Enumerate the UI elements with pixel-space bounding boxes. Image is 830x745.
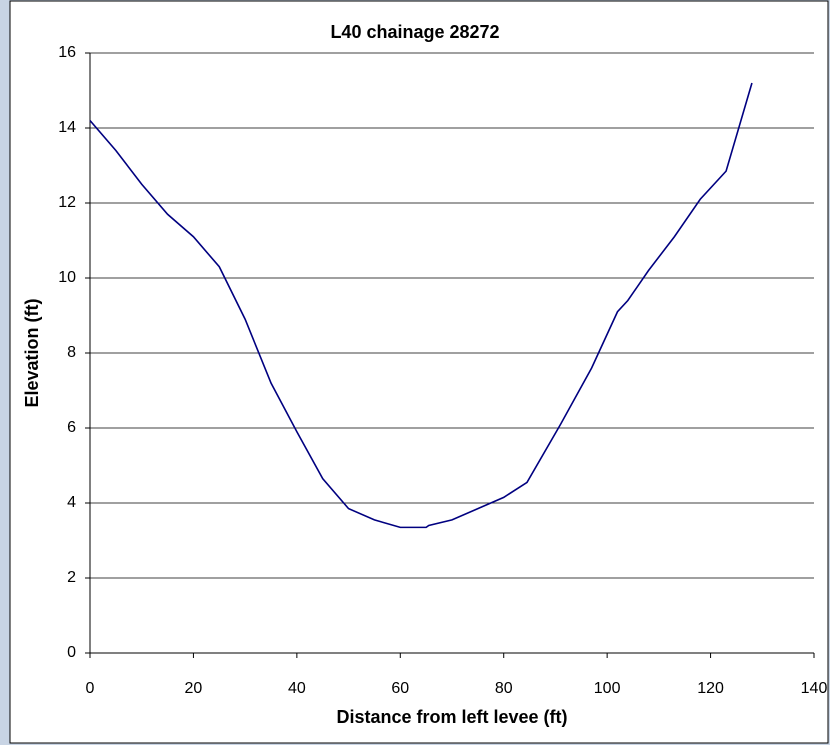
y-tick-label: 10	[58, 269, 76, 286]
x-tick-label: 60	[391, 680, 409, 697]
x-tick-label: 140	[801, 680, 828, 697]
y-tick-label: 16	[58, 44, 76, 61]
x-axis-label: Distance from left levee (ft)	[336, 707, 567, 727]
y-axis-label: Elevation (ft)	[22, 298, 42, 407]
x-tick-label: 20	[185, 680, 203, 697]
y-tick-label: 14	[58, 119, 76, 136]
chart-area	[9, 0, 829, 744]
y-tick-label: 8	[67, 344, 76, 361]
chart-title: L40 chainage 28272	[330, 22, 499, 42]
y-tick-label: 2	[67, 569, 76, 586]
x-tick-label: 80	[495, 680, 513, 697]
y-tick-label: 0	[67, 644, 76, 661]
x-tick-label: 100	[594, 680, 621, 697]
x-tick-label: 120	[697, 680, 724, 697]
y-tick-label: 12	[58, 194, 76, 211]
x-tick-label: 40	[288, 680, 306, 697]
y-tick-label: 6	[67, 419, 76, 436]
x-tick-label: 0	[86, 680, 95, 697]
data-line	[89, 82, 753, 529]
y-tick-label: 4	[67, 494, 76, 511]
